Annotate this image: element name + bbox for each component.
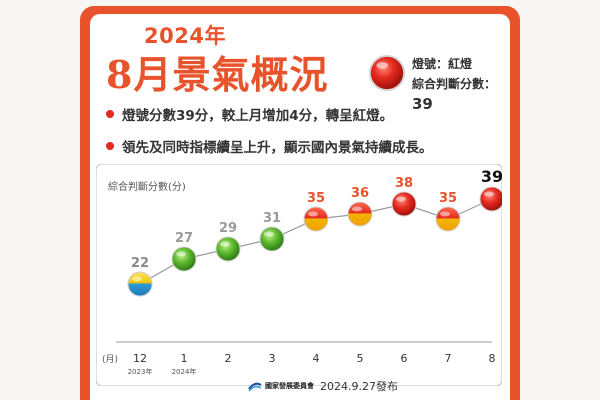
red-light-icon (368, 54, 406, 92)
x-tick-label: 1 (181, 352, 188, 365)
data-label: 27 (175, 231, 193, 246)
data-label: 36 (351, 186, 369, 201)
signal-light-point (479, 186, 502, 212)
x-tick-label: 6 (401, 352, 408, 365)
data-label: 35 (307, 191, 325, 206)
bullet-text: 領先及同時指標續呈上升，顯示國內景氣持續成長。 (122, 140, 433, 156)
footer: 國家發展委員會 2024.9.27發布 (248, 378, 398, 394)
x-tick-label: 12 (133, 352, 147, 365)
release-date: 2024.9.27發布 (320, 380, 398, 393)
point-highlight (176, 251, 186, 257)
score-label: 綜合判斷分數： (412, 77, 497, 91)
point-highlight (264, 231, 274, 237)
score-line: 綜合判斷分數： 39 (412, 74, 510, 115)
signal-light-point (215, 236, 241, 262)
score-chart-svg: 綜合判斷分數(分) (月) 22 12 2023年 27 1 2024年 29 2 31 3 35 4… (96, 164, 502, 386)
score-chart: 綜合判斷分數(分) (月) 22 12 2023年 27 1 2024年 29 2 31 3 35 4… (96, 164, 502, 386)
signal-label: 燈號：紅燈 (412, 57, 473, 71)
bullet-dot-icon (106, 110, 114, 118)
data-label: 29 (219, 221, 237, 236)
org-name: 國家發展委員會 (265, 382, 314, 390)
signal-light-point (435, 206, 461, 232)
card-body: 2024年 8月景氣概況 燈號：紅燈 綜合判斷分數：39 燈號分數39分， (90, 14, 510, 400)
data-label: 35 (439, 191, 457, 206)
signal-light-point (347, 201, 373, 227)
bullet-dot-icon (106, 142, 114, 150)
score-value: 39 (412, 95, 433, 113)
x-tick-label: 8 (489, 352, 496, 365)
x-tick-label: 2 (225, 352, 232, 365)
signal-light-point (303, 206, 329, 232)
ndc-logo-icon (248, 382, 262, 392)
bullet-item: 領先及同時指標續呈上升，顯示國內景氣持續成長。 (106, 136, 506, 156)
point-highlight (396, 196, 406, 202)
point-highlight (484, 191, 494, 197)
point-highlight (440, 211, 450, 217)
summary-bullets: 燈號分數39分，較上月增加4分，轉呈紅燈。 領先及同時指標續呈上升，顯示國內景氣… (106, 104, 506, 168)
summary-card: 2024年 8月景氣概況 燈號：紅燈 綜合判斷分數：39 燈號分數39分， (80, 6, 520, 400)
y-axis-label: 綜合判斷分數(分) (108, 180, 186, 193)
signal-info: 燈號：紅燈 綜合判斷分數： 39 (412, 54, 510, 115)
data-label: 39 (481, 167, 502, 186)
x-tick-label: 4 (313, 352, 320, 365)
year-title: 2024年 (144, 24, 226, 48)
signal-light-point (127, 271, 153, 297)
x-tick-label: 5 (357, 352, 364, 365)
year-marker-label: 2024年 (172, 367, 197, 376)
bullet-text: 燈號分數39分，較上月增加4分，轉呈紅燈。 (122, 108, 394, 124)
point-highlight (220, 241, 230, 247)
year-marker-label: 2023年 (128, 367, 153, 376)
x-tick-label: 3 (269, 352, 276, 365)
page-title: 8月景氣概況 (106, 52, 329, 97)
point-highlight (132, 276, 142, 282)
signal-light-point (259, 226, 285, 252)
bullet-item: 燈號分數39分，較上月增加4分，轉呈紅燈。 (106, 104, 506, 124)
data-label: 38 (395, 176, 413, 191)
x-tick-label: 7 (445, 352, 452, 365)
point-highlight (308, 211, 318, 217)
signal-light-point (171, 246, 197, 272)
chart-frame (96, 164, 502, 386)
data-label: 22 (131, 256, 149, 271)
data-label: 31 (263, 211, 281, 226)
signal-light-point (391, 191, 417, 217)
x-axis-unit-label: (月) (102, 354, 118, 365)
point-highlight (352, 206, 362, 212)
